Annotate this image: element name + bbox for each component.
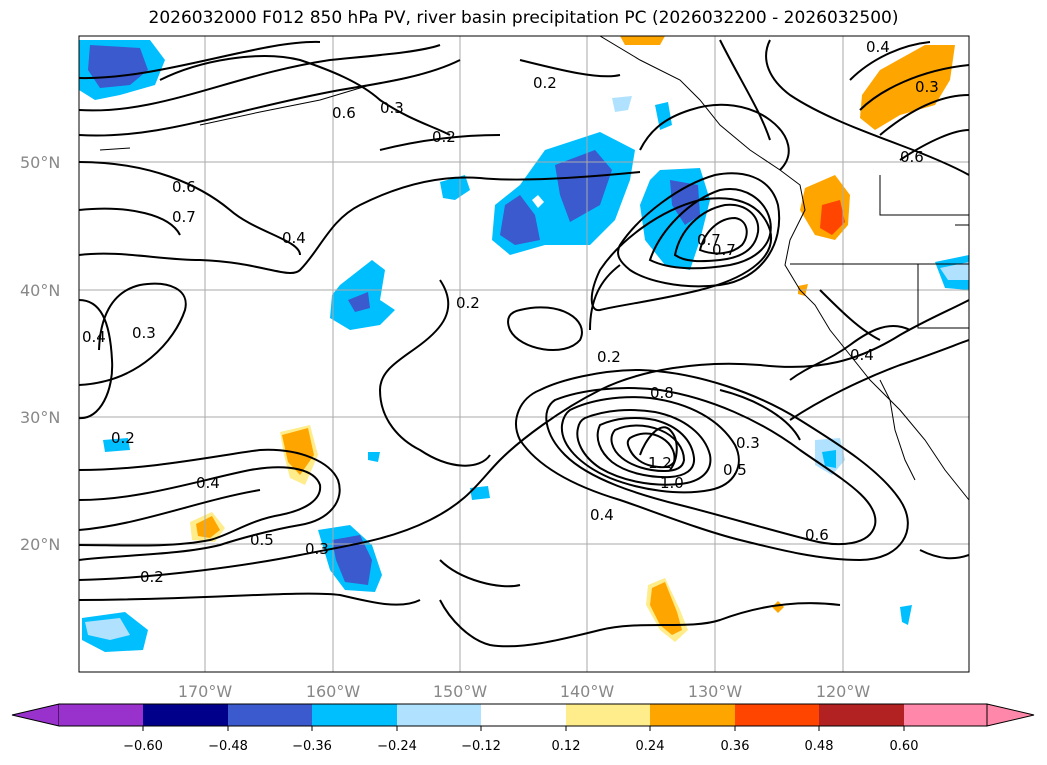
contour-label: 0.2 [456, 294, 480, 312]
colorbar-tick: −0.36 [292, 739, 332, 754]
colorbar-segment [397, 704, 482, 726]
colorbar-segment [312, 704, 397, 726]
contour-label: 0.3 [736, 434, 760, 452]
colorbar-segment [904, 704, 987, 726]
contour-label: 0.6 [172, 178, 196, 196]
colorbar-tick: 0.12 [552, 739, 581, 754]
colorbar-segment [566, 704, 651, 726]
contour-label: 0.7 [697, 231, 721, 249]
lat-label: 40°N [20, 281, 60, 300]
contour-label: 0.7 [712, 241, 736, 259]
colorbar-segment [819, 704, 904, 726]
coastlines [99, 36, 969, 501]
lon-labels: 170°W 160°W 150°W 140°W 130°W 120°W [178, 682, 871, 701]
colorbar-segment [481, 704, 566, 726]
map-frame [78, 35, 970, 673]
colorbar-tick: 0.48 [805, 739, 834, 754]
lon-label: 150°W [433, 682, 488, 701]
colorbar-tick: −0.60 [123, 739, 163, 754]
contour-label: 0.5 [250, 531, 274, 549]
contour-label: 0.2 [111, 429, 135, 447]
contour-label: 0.2 [533, 74, 557, 92]
lon-label: 160°W [306, 682, 361, 701]
shading-layer [79, 36, 969, 652]
colorbar-extend-left [11, 703, 60, 727]
contour-label: 0.6 [900, 148, 924, 166]
contour-label: 0.2 [140, 568, 164, 586]
contour-label: 0.8 [650, 384, 674, 402]
lon-label: 130°W [688, 682, 743, 701]
contour-label: 0.4 [866, 38, 890, 56]
lat-labels: 50°N 40°N 30°N 20°N [20, 153, 60, 554]
colorbar-tick: 0.36 [721, 739, 750, 754]
colorbar-segment [228, 704, 313, 726]
contour-label: 0.5 [723, 461, 747, 479]
lat-label: 30°N [20, 408, 60, 427]
colorbar-segment [735, 704, 820, 726]
contour-label: 0.3 [132, 324, 156, 342]
colorbar-tick: 0.24 [636, 739, 665, 754]
contour-label: 0.3 [915, 78, 939, 96]
contour-label: 0.4 [282, 229, 306, 247]
contour-label: 0.3 [380, 99, 404, 117]
contour-label: 0.4 [590, 506, 614, 524]
contour-label: 0.7 [172, 208, 196, 226]
contour-labels: 0.2 0.3 0.4 0.5 0.6 0.7 0.8 1.0 1.2 0.3 … [82, 38, 939, 586]
contour-label: 0.4 [850, 346, 874, 364]
lon-label: 140°W [560, 682, 615, 701]
colorbar-tick: −0.24 [377, 739, 417, 754]
lon-label: 120°W [816, 682, 871, 701]
contour-label: 0.3 [305, 540, 329, 558]
colorbar-tick: 0.60 [890, 739, 919, 754]
contour-label: 0.6 [805, 526, 829, 544]
colorbar-tick: −0.48 [208, 739, 248, 754]
colorbar-extend-right [986, 703, 1035, 727]
contour-label: 0.4 [196, 474, 220, 492]
contour-label: 0.4 [82, 328, 106, 346]
contour-label: 0.2 [597, 348, 621, 366]
contour-label: 0.6 [332, 104, 356, 122]
lon-label: 170°W [178, 682, 233, 701]
pv-contours [79, 39, 969, 648]
colorbar-tick: −0.12 [461, 739, 501, 754]
colorbar-segment [650, 704, 735, 726]
contour-label: 1.0 [660, 474, 684, 492]
colorbar-segment [143, 704, 228, 726]
pos-shade-northeast [860, 45, 955, 130]
map-title: 2026032000 F012 850 hPa PV, river basin … [148, 8, 899, 28]
colorbar: −0.60 −0.48 −0.36 −0.24 −0.12 0.12 0.24 … [11, 703, 1035, 754]
contour-label: 0.2 [432, 128, 456, 146]
lat-label: 20°N [20, 535, 60, 554]
contour-label: 1.2 [648, 454, 672, 472]
lat-label: 50°N [20, 153, 60, 172]
